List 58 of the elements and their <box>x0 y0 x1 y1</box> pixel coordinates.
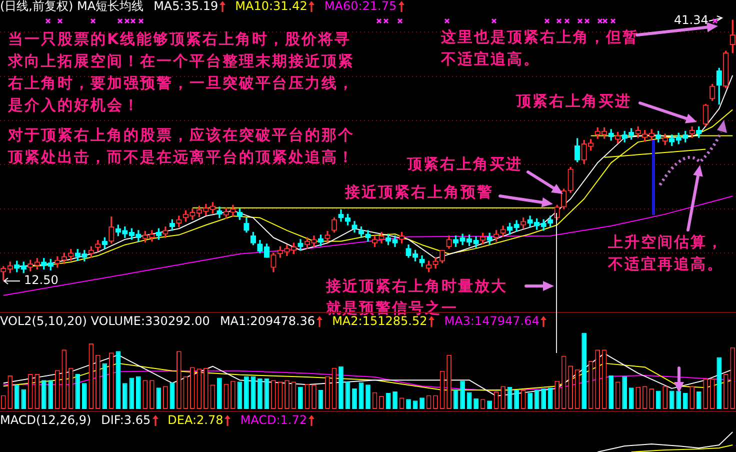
bar <box>338 366 344 409</box>
text: MA5:35.19 <box>154 0 218 13</box>
bar <box>82 383 87 409</box>
bar <box>14 384 20 409</box>
bar <box>366 384 370 409</box>
bar <box>102 363 108 409</box>
bar <box>75 374 80 409</box>
text: DEA:2.78 <box>168 413 224 427</box>
annotation: 上升空间估算，不适宜再追高。 <box>608 232 724 275</box>
annotation: 这里也是顶紧右上角，但暂不适宜追高。 <box>441 27 640 70</box>
bar <box>696 391 702 409</box>
bar <box>608 375 614 409</box>
annotation: 顶紧右上角买进 <box>407 154 522 175</box>
bar <box>474 398 478 409</box>
bar <box>487 400 492 409</box>
annotation: 当一只股票的K线能够顶紧右上角时，股价将寻求向上拓展空间！在一个平台整理末期接近顶紧右上角时，要加强预警，一旦突破平台压力线，是介入的好机会！ <box>8 29 356 116</box>
bar <box>528 393 532 409</box>
annotation: 对于顶紧右上角的股票，应该在突破平台的那个顶紧处出击，而不是在远离平台的顶紧处追高！ <box>8 125 356 168</box>
bar <box>156 388 162 409</box>
bar <box>129 378 134 409</box>
annotation: 41.34 <box>674 13 708 27</box>
bar <box>676 390 682 409</box>
text: MA60:21.75 <box>324 0 397 13</box>
bar <box>258 378 262 409</box>
annotation: 12.50 <box>24 273 58 287</box>
bar <box>244 376 249 409</box>
chart-title: (日线,前复权) MA短长均线 <box>0 0 144 13</box>
text: DIF:3.65 <box>101 413 151 427</box>
bar <box>541 388 546 409</box>
bar <box>21 389 26 409</box>
bar <box>392 391 398 409</box>
bar <box>514 390 519 409</box>
text: MA10:31.42 <box>235 0 308 13</box>
bar <box>122 383 128 409</box>
annotation: 接近顶紧右上角预警 <box>345 182 494 203</box>
bar <box>682 393 688 409</box>
chart-title: VOL2(5,10,20) VOLUME:330292.00 <box>0 314 210 328</box>
bar <box>460 380 465 409</box>
bar <box>656 390 661 409</box>
bar <box>406 399 411 409</box>
text: MA3:147947.64 <box>444 314 540 328</box>
bar <box>41 380 46 409</box>
text: MACD:1.72 <box>240 413 307 427</box>
chart-title: MACD(12,26,9) <box>0 413 92 427</box>
bar <box>48 380 54 409</box>
bar <box>420 398 424 409</box>
bar <box>217 378 222 409</box>
bar <box>622 376 628 409</box>
bar <box>716 357 722 409</box>
bar <box>136 376 141 409</box>
annotation: 顶紧右上角买进 <box>516 91 632 112</box>
bar <box>352 388 357 409</box>
bar <box>582 332 587 409</box>
bar <box>298 386 303 409</box>
bar <box>116 351 121 409</box>
bar <box>669 390 674 409</box>
text: MA1:209478.36 <box>220 314 316 328</box>
bar <box>628 388 634 409</box>
